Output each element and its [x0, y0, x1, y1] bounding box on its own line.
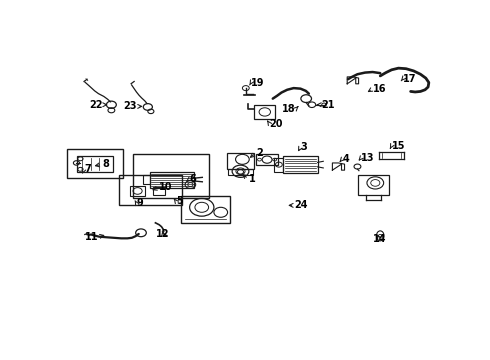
Text: 12: 12: [156, 229, 170, 239]
Text: 24: 24: [294, 201, 308, 210]
Text: 4: 4: [342, 154, 349, 164]
Bar: [228, 169, 253, 175]
Text: 21: 21: [321, 100, 335, 110]
Bar: [274, 158, 283, 172]
Text: 23: 23: [123, 102, 137, 111]
Text: 2: 2: [256, 148, 263, 158]
Text: 13: 13: [361, 153, 375, 163]
Text: 17: 17: [403, 74, 416, 84]
Bar: [133, 154, 209, 198]
Text: 11: 11: [85, 232, 98, 242]
Bar: [119, 175, 182, 204]
Bar: [283, 156, 318, 173]
Bar: [254, 105, 275, 119]
Text: 6: 6: [190, 174, 196, 184]
Bar: [181, 196, 230, 223]
Text: 10: 10: [159, 183, 173, 192]
Bar: [227, 153, 254, 169]
Text: 16: 16: [372, 84, 386, 94]
Text: 1: 1: [248, 174, 255, 184]
Bar: [67, 149, 123, 177]
Text: 15: 15: [392, 141, 405, 151]
Text: 14: 14: [373, 234, 386, 244]
Bar: [358, 175, 389, 195]
Text: 20: 20: [270, 118, 283, 129]
Text: 8: 8: [102, 159, 109, 169]
Text: 5: 5: [176, 196, 183, 206]
Text: 18: 18: [282, 104, 296, 114]
Bar: [144, 175, 150, 184]
Bar: [256, 154, 278, 166]
Bar: [153, 186, 165, 195]
Text: 7: 7: [84, 164, 91, 174]
Bar: [76, 156, 113, 172]
Text: 9: 9: [136, 198, 143, 208]
Bar: [150, 172, 194, 188]
Text: 19: 19: [251, 77, 265, 87]
Bar: [130, 186, 145, 196]
Text: 3: 3: [300, 142, 307, 152]
Text: 22: 22: [89, 100, 102, 110]
